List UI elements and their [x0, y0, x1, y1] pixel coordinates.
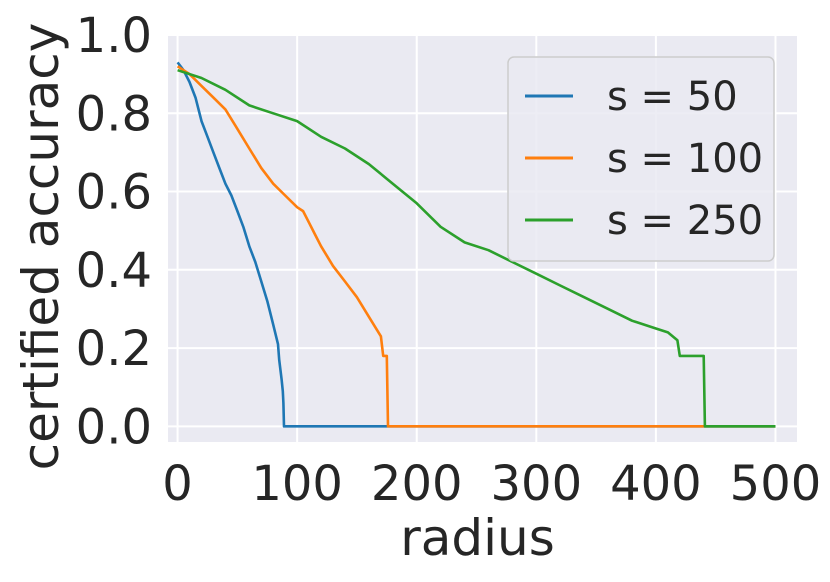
series-line-3	[177, 68, 776, 428]
y-tick-label: 0.8	[76, 86, 152, 142]
series-line-2	[176, 65, 776, 428]
y-tick-label: 1.0	[76, 8, 152, 64]
y-tick-label: 0.4	[76, 243, 152, 299]
legend-label: s = 100	[607, 136, 763, 182]
legend-box	[507, 56, 775, 262]
y-axis-ticks: 0.0 0.2 0.4 0.6 0.8 1.0	[76, 8, 152, 455]
legend-label: s = 250	[607, 198, 763, 244]
series-lines	[176, 61, 776, 428]
y-tick-label: 0.2	[76, 321, 152, 377]
x-tick-label: 500	[730, 456, 822, 512]
x-tick-label: 400	[610, 456, 702, 512]
y-axis-label: certified accuracy	[12, 23, 70, 471]
y-tick-label: 0.6	[76, 165, 152, 221]
x-tick-label: 300	[490, 456, 582, 512]
legend: s = 50 s = 100 s = 250	[507, 56, 775, 262]
series-line-1	[176, 61, 776, 428]
y-tick-label: 0.0	[76, 399, 152, 455]
x-tick-label: 0	[162, 456, 193, 512]
x-axis-label: radius	[400, 509, 555, 567]
x-tick-label: 100	[251, 456, 343, 512]
x-tick-label: 200	[371, 456, 463, 512]
legend-label: s = 50	[607, 74, 738, 120]
x-axis-ticks: 0 100 200 300 400 500	[162, 456, 821, 512]
